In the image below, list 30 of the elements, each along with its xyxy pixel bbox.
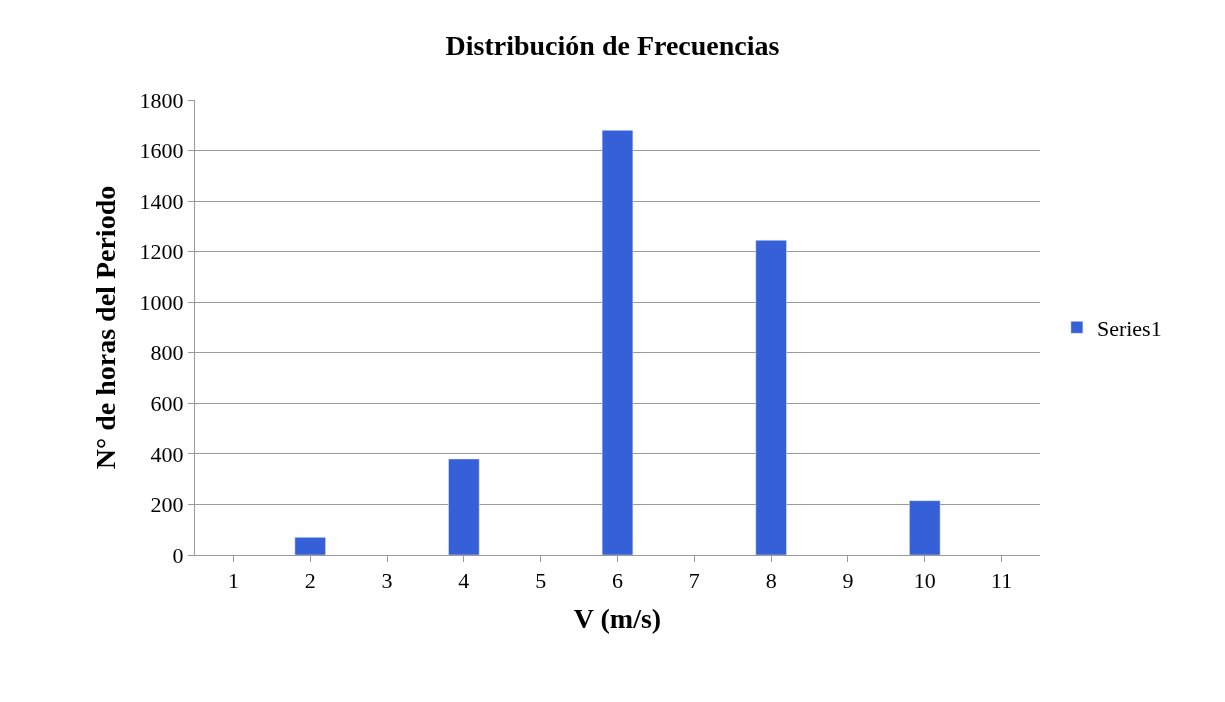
- x-tick-label: 5: [535, 568, 547, 594]
- x-tick-label: 1: [227, 568, 239, 594]
- x-tick-label: 3: [381, 568, 393, 594]
- y-tick-label: 600: [150, 391, 184, 417]
- bar: [909, 500, 941, 555]
- chart-title: Distribución de Frecuencias: [445, 29, 780, 61]
- y-tick-label: 1200: [139, 239, 184, 265]
- y-axis-title: N° de horas del Periodo: [90, 185, 122, 470]
- x-tick-label: 4: [458, 568, 470, 594]
- x-tick-label: 9: [842, 568, 854, 594]
- x-tick-label: 8: [765, 568, 777, 594]
- y-tick-label: 400: [150, 441, 184, 467]
- x-tick-label: 11: [991, 568, 1013, 594]
- y-tick-label: 0: [172, 542, 184, 568]
- y-tick-label: 1600: [139, 138, 184, 164]
- y-tick-label: 1400: [139, 188, 184, 214]
- y-tick-label: 200: [150, 492, 184, 518]
- x-axis-title: V (m/s): [573, 602, 662, 634]
- y-tick-label: 800: [150, 340, 184, 366]
- legend-label: Series1: [1096, 315, 1162, 341]
- x-tick-label: 7: [688, 568, 700, 594]
- x-tick-label: 10: [913, 568, 936, 594]
- bar: [601, 130, 634, 555]
- x-tick-label: 6: [612, 568, 623, 594]
- bar: [755, 240, 787, 555]
- bar: [294, 537, 326, 555]
- x-tick-label: 2: [304, 568, 316, 594]
- y-tick-label: 1000: [139, 289, 184, 315]
- y-tick-label: 1800: [139, 87, 184, 113]
- bar: [448, 458, 480, 555]
